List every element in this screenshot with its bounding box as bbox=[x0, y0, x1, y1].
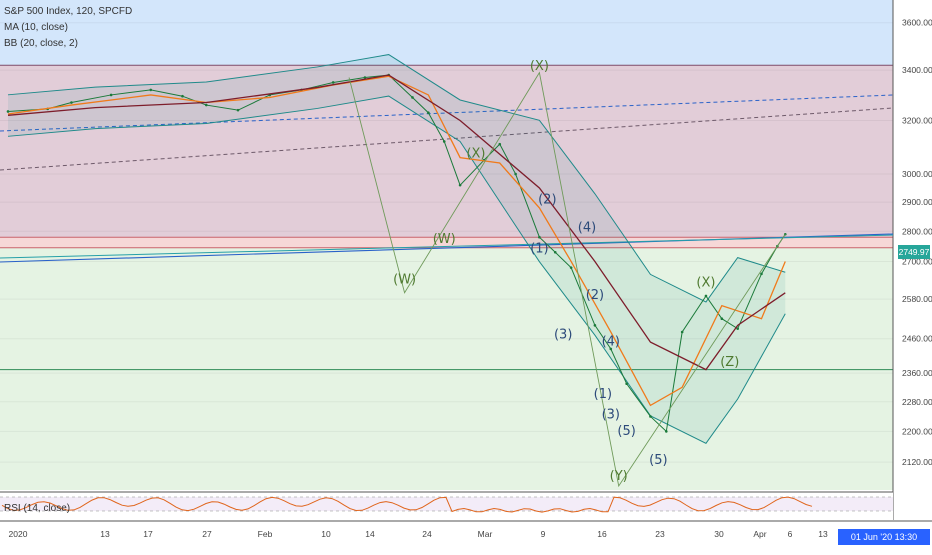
y-tick-label: 3600.00 bbox=[902, 18, 932, 28]
close-point bbox=[6, 110, 10, 113]
close-point bbox=[149, 88, 153, 92]
price-axis bbox=[893, 0, 932, 550]
y-tick-label: 2800.00 bbox=[902, 226, 932, 236]
close-point bbox=[609, 347, 613, 351]
bb-basis-line bbox=[7, 74, 786, 371]
x-tick-label: 24 bbox=[422, 529, 432, 539]
x-tick-label: 9 bbox=[541, 529, 546, 539]
close-point bbox=[736, 327, 739, 330]
close-point bbox=[427, 111, 430, 115]
zone-support bbox=[0, 247, 893, 490]
channel-lower-dashed bbox=[0, 107, 894, 171]
chart-title: S&P 500 Index, 120, SPCFD bbox=[4, 6, 133, 17]
wave-label: (4) bbox=[602, 334, 620, 349]
x-tick-label: 10 bbox=[321, 529, 331, 539]
zone-resistance bbox=[0, 65, 893, 238]
close-point bbox=[538, 235, 541, 239]
close-point bbox=[363, 76, 367, 79]
y-tick-label: 3400.00 bbox=[902, 65, 932, 75]
wave-label: (1) bbox=[530, 241, 548, 256]
zone-upper bbox=[0, 0, 893, 66]
y-tick-label: 2580.00 bbox=[902, 294, 932, 304]
wave-label: (X) bbox=[696, 275, 715, 290]
close-point bbox=[760, 272, 763, 276]
x-tick-label: 30 bbox=[714, 529, 724, 539]
wave-label: (X) bbox=[466, 147, 485, 162]
rsi-pane bbox=[0, 492, 893, 520]
wave-label: (3) bbox=[554, 328, 572, 343]
bb-lower-band bbox=[7, 95, 786, 444]
rsi-line bbox=[1, 496, 813, 513]
ma-legend[interactable]: MA (10, close) bbox=[4, 22, 68, 33]
y-tick-label: 2900.00 bbox=[902, 197, 932, 207]
close-point bbox=[204, 103, 208, 107]
close-point bbox=[704, 294, 708, 298]
close-point bbox=[569, 266, 573, 269]
close-point bbox=[720, 317, 724, 321]
wave-label: (5) bbox=[649, 453, 667, 468]
ma-line bbox=[7, 75, 786, 407]
x-tick-label: 17 bbox=[143, 529, 153, 539]
close-point bbox=[514, 172, 517, 176]
wave-label: (Z) bbox=[720, 355, 739, 370]
x-tick-label: 13 bbox=[818, 529, 828, 539]
wave-label: (W) bbox=[393, 272, 416, 287]
x-tick-label: Mar bbox=[478, 529, 493, 539]
wave-label: (2) bbox=[586, 288, 604, 303]
close-point bbox=[70, 101, 73, 104]
zone-thin-band bbox=[0, 237, 893, 248]
close-point bbox=[593, 324, 597, 327]
y-tick-label: 2120.00 bbox=[902, 457, 932, 467]
x-tick-label: 16 bbox=[597, 529, 607, 539]
y-tick-label: 2280.00 bbox=[902, 397, 932, 407]
wave-path bbox=[348, 71, 786, 488]
close-point bbox=[665, 430, 668, 433]
x-tick-label: 23 bbox=[655, 529, 665, 539]
close-point bbox=[181, 94, 184, 98]
time-badge: 01 Jun '20 13:30 bbox=[838, 529, 930, 545]
x-tick-label: 6 bbox=[788, 529, 793, 539]
close-point bbox=[625, 382, 628, 386]
rsi-legend[interactable]: RSI (14, close) bbox=[4, 503, 71, 514]
wave-label: (4) bbox=[578, 220, 596, 235]
y-tick-label: 3000.00 bbox=[902, 169, 932, 179]
close-point bbox=[109, 93, 113, 97]
x-tick-label: 2020 bbox=[9, 529, 28, 539]
close-point bbox=[649, 415, 652, 418]
price-badge: 2749.97 bbox=[898, 245, 930, 259]
x-tick-label: Feb bbox=[258, 529, 273, 539]
x-tick-label: 14 bbox=[365, 529, 375, 539]
close-point bbox=[331, 81, 335, 84]
y-tick-label: 2200.00 bbox=[902, 426, 932, 436]
x-tick-label: Apr bbox=[753, 529, 766, 539]
x-tick-label: 13 bbox=[100, 529, 110, 539]
close-point bbox=[442, 140, 446, 143]
x-tick-label: 27 bbox=[202, 529, 212, 539]
close-point bbox=[236, 108, 240, 112]
channel-upper-dashed bbox=[0, 94, 894, 132]
close-point bbox=[498, 142, 502, 146]
bb-fill bbox=[8, 54, 786, 444]
wave-label: (W) bbox=[433, 232, 456, 247]
close-point bbox=[553, 250, 557, 254]
y-tick-label: 3200.00 bbox=[902, 115, 932, 125]
close-point bbox=[411, 96, 414, 99]
bb-legend[interactable]: BB (20, close, 2) bbox=[4, 38, 78, 49]
wave-label: (3) bbox=[602, 407, 620, 422]
bb-upper-band bbox=[7, 54, 786, 303]
y-tick-label: 2360.00 bbox=[902, 368, 932, 378]
wave-label: (X) bbox=[530, 59, 549, 74]
wave-label: (Y) bbox=[610, 469, 628, 484]
close-point bbox=[680, 330, 684, 334]
close-point bbox=[458, 183, 462, 187]
y-tick-label: 2700.00 bbox=[902, 256, 932, 266]
wave-label: (5) bbox=[617, 424, 635, 439]
wave-label: (1) bbox=[594, 387, 612, 402]
trendline-teal bbox=[0, 234, 894, 259]
rsi-band bbox=[0, 497, 893, 511]
wave-label: (2) bbox=[538, 193, 556, 208]
y-tick-label: 2460.00 bbox=[902, 334, 932, 344]
